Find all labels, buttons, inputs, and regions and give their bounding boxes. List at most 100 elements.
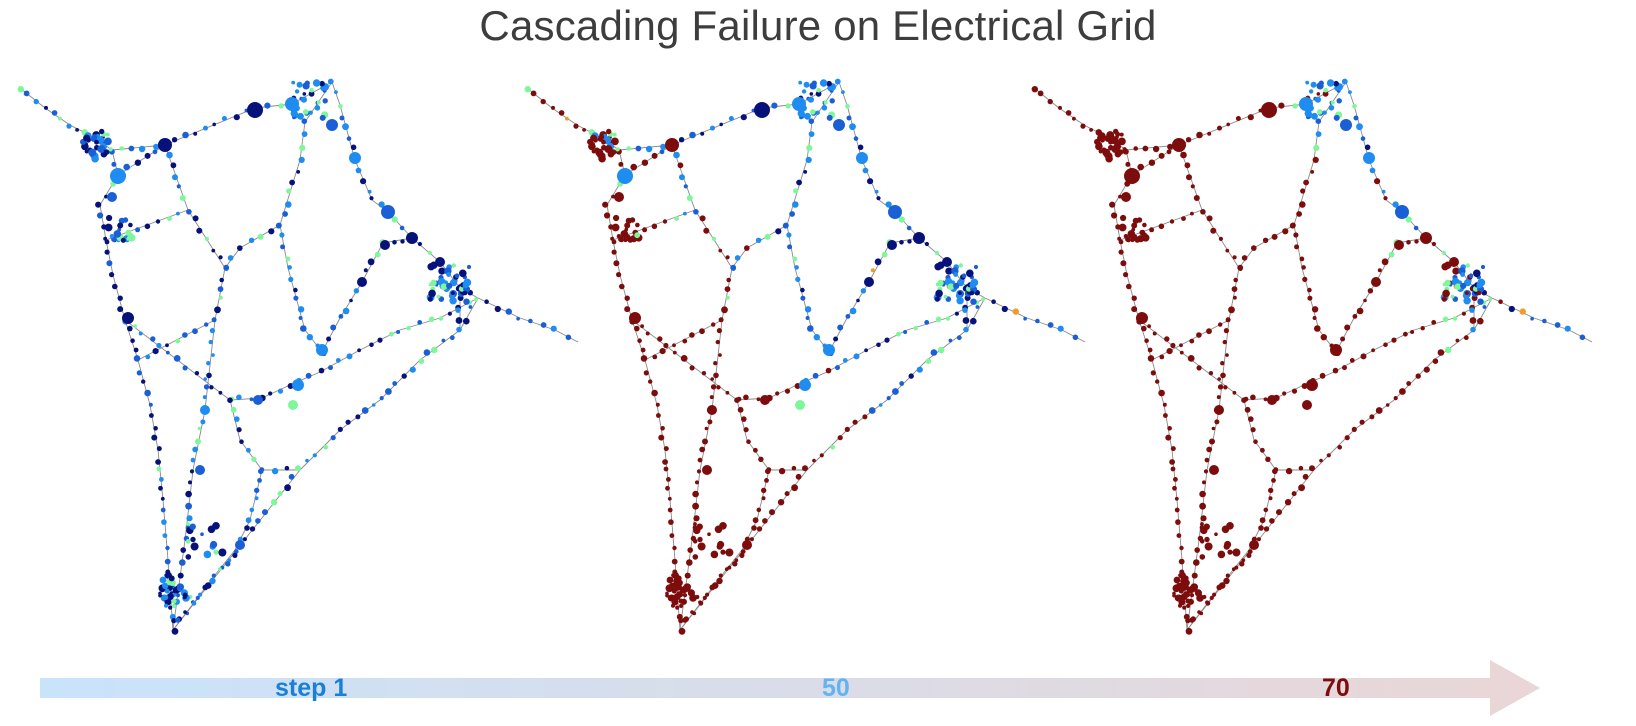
grid-node	[427, 250, 432, 255]
grid-node	[528, 318, 533, 324]
grid-node	[1241, 255, 1248, 261]
grid-node	[635, 222, 640, 228]
grid-node	[1530, 316, 1534, 321]
grid-node	[1158, 152, 1165, 159]
grid-node	[558, 110, 565, 116]
grid-node	[1123, 272, 1129, 278]
grid-node	[823, 344, 835, 356]
grid-node	[617, 168, 633, 184]
grid-node	[1313, 144, 1320, 151]
grid-node	[1118, 223, 1127, 232]
grid-node	[1450, 294, 1455, 299]
grid-node	[1214, 419, 1220, 425]
grid-node	[1169, 459, 1175, 465]
grid-node	[1180, 151, 1187, 159]
grid-node	[945, 267, 953, 275]
grid-node	[1369, 414, 1375, 420]
grid-node	[853, 136, 859, 141]
grid-node	[795, 400, 805, 410]
grid-node	[651, 223, 658, 230]
grid-node	[945, 316, 951, 321]
grid-node	[1206, 446, 1213, 453]
grid-node	[218, 255, 223, 260]
grid-node	[516, 316, 520, 321]
grid-node	[1190, 184, 1195, 189]
grid-node	[1208, 371, 1214, 376]
grid-node	[185, 539, 191, 544]
grid-node	[152, 149, 158, 155]
grid-node	[595, 148, 604, 157]
grid-node	[697, 542, 706, 551]
grid-node	[678, 598, 684, 604]
grid-node	[1203, 523, 1210, 530]
grid-node	[573, 123, 579, 129]
grid-node	[389, 331, 394, 337]
grid-node	[200, 419, 206, 425]
grid-node	[1178, 588, 1184, 594]
grid-node	[619, 283, 625, 290]
grid-node	[104, 194, 108, 199]
grid-node	[692, 554, 699, 560]
grid-node	[962, 317, 970, 324]
grid-node	[1441, 250, 1446, 255]
grid-node	[693, 522, 697, 526]
grid-node	[275, 222, 282, 229]
grid-node	[1012, 308, 1019, 315]
grid-node	[725, 390, 730, 395]
figure-title: Cascading Failure on Electrical Grid	[479, 2, 1157, 49]
grid-node	[834, 78, 841, 85]
grid-node	[289, 179, 295, 186]
grid-node	[211, 573, 216, 578]
grid-node	[829, 98, 835, 104]
grid-node	[798, 80, 803, 85]
grid-node	[934, 250, 939, 255]
grid-node	[1480, 264, 1486, 270]
grid-node	[334, 90, 338, 94]
grid-node	[355, 167, 362, 174]
grid-node	[122, 217, 129, 223]
grid-node	[801, 89, 807, 94]
grid-node	[930, 349, 938, 356]
grid-node	[249, 507, 255, 513]
grid-node	[1344, 435, 1350, 441]
grid-node	[677, 162, 684, 169]
grid-node	[662, 219, 668, 224]
grid-node	[1150, 370, 1156, 376]
grid-node	[1388, 251, 1395, 258]
grid-node	[258, 468, 264, 475]
grid-node	[719, 522, 727, 530]
grid-line	[1218, 319, 1230, 411]
grid-node	[316, 100, 321, 105]
grid-node	[369, 342, 374, 348]
grid-node	[991, 299, 996, 305]
grid-node	[630, 163, 637, 171]
grid-node	[663, 342, 669, 349]
grid-node	[113, 230, 122, 238]
grid-node	[1383, 196, 1388, 201]
grid-node	[640, 324, 644, 329]
grid-node	[195, 465, 205, 475]
grid-node	[1118, 137, 1126, 146]
grid-line	[886, 359, 928, 401]
grid-node	[710, 377, 714, 381]
grid-node	[66, 123, 72, 129]
grid-node	[151, 434, 158, 441]
grid-node	[1463, 335, 1469, 341]
grid-node	[1231, 567, 1236, 571]
grid-node	[669, 582, 676, 590]
grid-node	[793, 188, 799, 194]
grid-node	[969, 290, 975, 296]
grid-node	[304, 80, 310, 86]
grid-node	[678, 137, 685, 143]
grid-node	[179, 195, 186, 201]
grid-node	[345, 419, 351, 425]
grid-node	[1449, 257, 1459, 267]
grid-node	[1311, 306, 1319, 313]
grid-node	[1196, 332, 1202, 338]
grid-node	[293, 287, 298, 293]
grid-node	[185, 554, 192, 560]
grid-node	[337, 426, 343, 432]
grid-node	[786, 232, 792, 238]
grid-node	[175, 338, 181, 344]
